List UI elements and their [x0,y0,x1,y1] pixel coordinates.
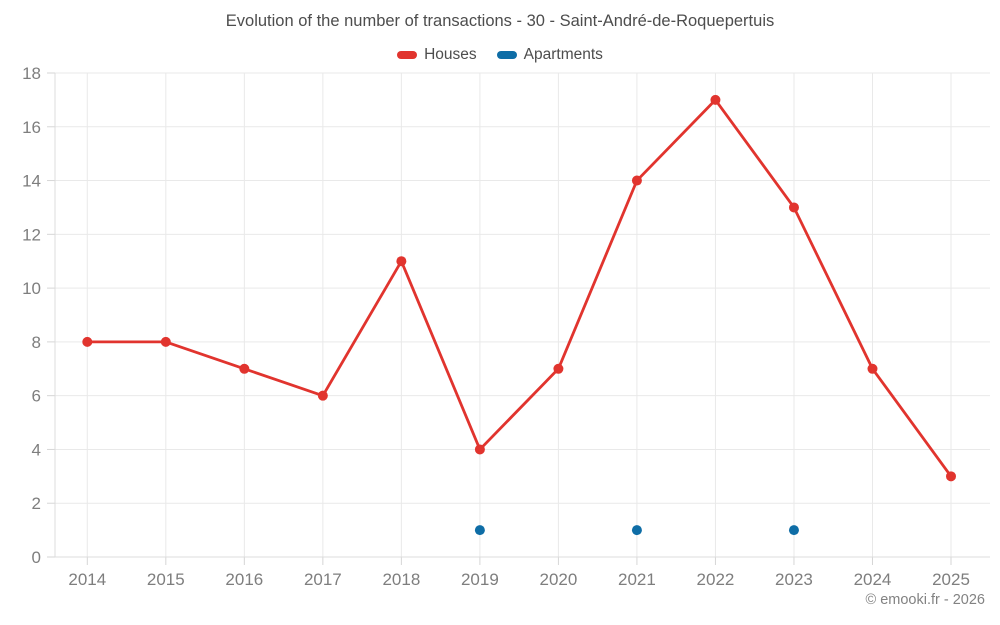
legend-swatch-houses-icon [397,51,418,59]
x-axis-tick-label: 2019 [461,570,499,589]
data-point-houses[interactable] [867,363,878,374]
legend-label-apartments: Apartments [523,46,603,63]
data-point-houses[interactable] [946,471,956,482]
y-axis-tick-label: 16 [22,118,41,137]
data-point-houses[interactable] [631,175,642,186]
chart-title: Evolution of the number of transactions … [225,12,775,30]
copyright-footer: © emooki.fr - 2026 [865,592,985,608]
legend-label-houses: Houses [424,46,477,63]
data-point-houses[interactable] [160,336,171,347]
x-axis-tick-label: 2017 [304,570,342,589]
data-point-apartments[interactable] [631,525,642,536]
x-axis-tick-label: 2018 [382,570,420,589]
x-axis-tick-label: 2016 [225,570,263,589]
data-point-houses[interactable] [317,390,328,401]
y-axis-tick-label: 6 [32,387,41,406]
series-line-houses [85,98,953,478]
data-point-apartments[interactable] [474,525,485,536]
y-axis-tick-label: 8 [32,333,41,352]
x-axis-tick-label: 2014 [68,570,106,589]
data-point-houses[interactable] [553,363,564,374]
data-point-houses[interactable] [710,94,721,105]
data-point-houses[interactable] [474,444,485,455]
data-point-apartments[interactable] [788,525,799,536]
chart-legend: Houses Apartments [0,46,1000,64]
x-axis-tick-label: 2020 [539,570,577,589]
x-axis-tick-label: 2025 [932,570,970,589]
y-axis-tick-label: 18 [22,64,41,83]
y-axis-tick-label: 12 [22,225,41,244]
y-axis-tick-label: 14 [22,172,41,191]
data-point-houses[interactable] [239,363,250,374]
x-axis-tick-label: 2024 [854,570,892,589]
x-axis-tick-label: 2015 [147,570,185,589]
data-point-houses[interactable] [396,256,407,267]
y-axis-tick-label: 10 [22,279,41,298]
legend-item-houses[interactable]: Houses [397,46,477,64]
legend-swatch-apartments-icon [496,51,517,59]
y-axis-tick-label: 2 [32,494,41,513]
x-axis-tick-label: 2021 [618,570,656,589]
y-axis-tick-label: 4 [32,440,41,459]
y-axis-tick-label: 0 [32,548,41,567]
data-point-houses[interactable] [82,336,93,347]
x-axis-tick-label: 2022 [697,570,735,589]
x-axis-tick-label: 2023 [775,570,813,589]
legend-item-apartments[interactable]: Apartments [496,46,603,64]
data-point-houses[interactable] [788,202,799,213]
